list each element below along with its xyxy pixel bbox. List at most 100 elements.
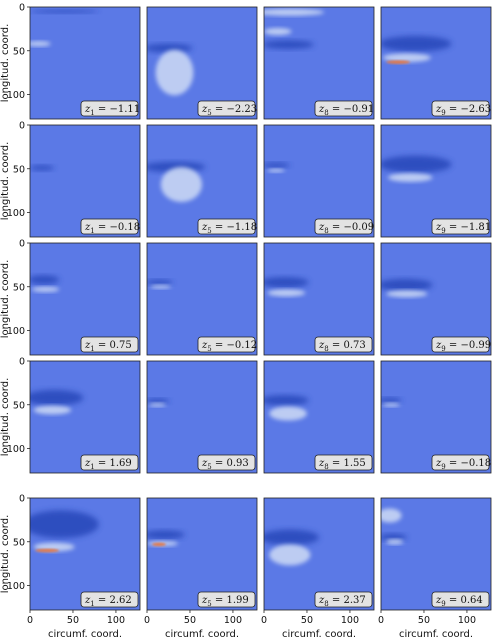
z-value-box: [314, 336, 373, 353]
x-tick-label: 50: [418, 615, 430, 626]
light-streak-feature: [269, 406, 307, 421]
heatmap-background: [264, 243, 374, 355]
panel-frame: [29, 360, 141, 474]
y-axis-label: longitud. coord.: [0, 378, 11, 457]
light-streak-feature: [386, 539, 404, 545]
z-value-label: z8 = −0.91: [318, 104, 374, 117]
x-tick-label: 100: [341, 615, 359, 626]
z-value-box: [314, 218, 373, 235]
heatmap-panel: z5 = −2.23: [146, 6, 258, 120]
panel-frame: [380, 497, 492, 611]
light-streak-feature: [155, 49, 194, 96]
light-streak-feature: [264, 28, 292, 35]
z-value-label: z1 = 0.75: [84, 340, 132, 353]
dark-band-feature: [30, 275, 60, 285]
heatmap-panel: 0 50 100 z1 = 0.75: [7, 239, 141, 356]
y-tick-label: 50: [13, 164, 25, 175]
x-axis-label: circumf. coord.: [165, 629, 239, 638]
y-tick-label: 0: [19, 494, 25, 505]
dark-band-feature: [30, 389, 84, 406]
dark-band-feature: [264, 277, 309, 288]
panel-frame: [146, 124, 258, 238]
y-tick-label: 100: [7, 208, 25, 219]
y-tick-label: 100: [7, 90, 25, 101]
panel-frame: [29, 124, 141, 238]
dark-band-feature: [381, 533, 407, 541]
z-value-label: z9 = −0.18: [435, 458, 491, 471]
heatmap-background: [30, 243, 140, 355]
heatmap-panel: z9 = −1.81: [380, 124, 492, 238]
panel-frame: [263, 124, 375, 238]
z-value-box: [80, 336, 139, 353]
z-value-box: [314, 591, 373, 608]
panel-frame: [263, 360, 375, 474]
z-value-box: [80, 454, 139, 471]
heatmap-background: [147, 243, 257, 355]
panel-frame: [380, 124, 492, 238]
y-tick-label: 50: [13, 46, 25, 57]
heatmap-panel: z9 = −2.63: [380, 6, 492, 120]
heatmap-panel: z5 = −1.18: [146, 124, 258, 238]
heatmap-panel: 0 50 100 z1 = −0.18: [7, 121, 141, 238]
panel-frame: [146, 360, 258, 474]
z-value-label: z8 = 2.37: [318, 595, 366, 608]
dark-band-feature: [381, 35, 452, 52]
z-value-box: [197, 100, 256, 117]
z-value-box: [431, 100, 490, 117]
z-value-box: [80, 591, 139, 608]
heatmap-panel: 0 50 100 z9 = 0.64: [378, 497, 492, 626]
z-value-label: z9 = −1.81: [435, 222, 491, 235]
light-streak-feature: [33, 405, 72, 415]
hot-streak-feature: [35, 548, 60, 553]
z-value-box: [431, 454, 490, 471]
x-axis-label: circumf. coord.: [399, 629, 473, 638]
z-value-box: [197, 336, 256, 353]
heatmap-panel: 0 50 100 z5 = 1.99: [144, 497, 258, 626]
z-value-label: z1 = −0.18: [84, 222, 140, 235]
panel-frame: [263, 242, 375, 356]
y-tick-label: 0: [19, 3, 25, 14]
heatmap-background: [381, 361, 491, 473]
z-value-label: z9 = 0.64: [435, 595, 483, 608]
y-tick-label: 100: [7, 444, 25, 455]
heatmap-panel: z8 = 0.73: [263, 242, 375, 356]
heatmap-background: [381, 243, 491, 355]
panel-frame: [380, 360, 492, 474]
heatmap-panel: 0 50 100 z1 = −1.11: [7, 3, 141, 120]
x-axis-label: circumf. coord.: [48, 629, 122, 638]
x-tick-label: 0: [144, 615, 150, 626]
z-value-label: z5 = 1.99: [201, 595, 249, 608]
x-tick-label: 0: [261, 615, 267, 626]
panel-frame: [380, 242, 492, 356]
heatmap-background: [147, 361, 257, 473]
z-value-label: z5 = −0.12: [201, 340, 257, 353]
heatmap-background: [264, 7, 374, 119]
hot-streak-feature: [386, 60, 411, 64]
z-value-box: [314, 100, 373, 117]
z-value-box: [431, 218, 490, 235]
dark-band-feature: [147, 398, 170, 404]
z-value-label: z1 = 1.69: [84, 458, 132, 471]
heatmap-panel: z8 = −0.09: [263, 124, 375, 238]
z-value-box: [80, 218, 139, 235]
panel-frame: [29, 6, 141, 120]
z-value-label: z9 = −0.99: [435, 340, 491, 353]
z-value-box: [314, 454, 373, 471]
x-tick-label: 100: [107, 615, 125, 626]
light-streak-feature: [30, 41, 51, 47]
y-axis-label: longitud. coord.: [0, 515, 11, 594]
panel-frame: [146, 497, 258, 611]
panel-frame: [146, 6, 258, 120]
y-tick-label: 0: [19, 239, 25, 250]
dark-band-feature: [147, 279, 173, 285]
y-tick-label: 0: [19, 357, 25, 368]
y-tick-label: 50: [13, 400, 25, 411]
z-value-box: [197, 218, 256, 235]
heatmap-background: [30, 361, 140, 473]
heatmap-background: [264, 125, 374, 237]
dark-band-feature: [381, 278, 433, 292]
y-axis-label: longitud. coord.: [0, 142, 11, 221]
light-streak-feature: [267, 168, 285, 173]
light-streak-feature: [264, 8, 325, 16]
z-value-label: z5 = −1.18: [201, 222, 257, 235]
